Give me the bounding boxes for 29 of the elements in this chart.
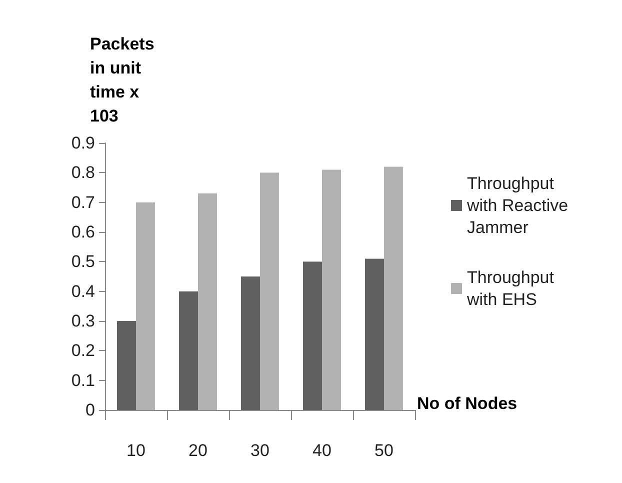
x-axis-title: No of Nodes xyxy=(417,394,518,413)
y-tick-label: 0 xyxy=(86,400,95,420)
y-tick-label: 0.9 xyxy=(71,134,95,152)
x-tick-label: 10 xyxy=(126,441,146,460)
y-tick-label: 0.8 xyxy=(71,163,95,182)
x-tick-label: 50 xyxy=(374,441,394,460)
bar xyxy=(303,262,322,410)
bar xyxy=(241,276,260,410)
bar xyxy=(322,170,341,410)
y-tick-label: 0.2 xyxy=(71,341,95,360)
legend-label: Throughput with EHS xyxy=(466,268,559,309)
bar xyxy=(179,291,198,410)
bar xyxy=(365,258,384,410)
y-tick-label: 0.4 xyxy=(71,282,95,301)
bar xyxy=(260,172,279,410)
x-tick-label: 20 xyxy=(188,441,208,460)
y-axis-title: Packets in unit time x 103 xyxy=(90,34,159,126)
y-tick-label: 0.6 xyxy=(71,222,95,242)
x-tick-label: 40 xyxy=(312,441,332,460)
bar xyxy=(198,193,217,410)
y-tick-label: 0.1 xyxy=(71,370,95,390)
x-tick-label: 30 xyxy=(250,441,270,460)
bar xyxy=(117,321,136,410)
y-tick-label: 0.3 xyxy=(71,312,95,330)
y-tick-label: 0.7 xyxy=(71,192,95,212)
bar xyxy=(384,166,403,410)
legend-label: Throughput with Reactive Jammer xyxy=(466,174,573,237)
bar xyxy=(136,202,155,410)
y-tick-label: 0.5 xyxy=(71,252,95,272)
